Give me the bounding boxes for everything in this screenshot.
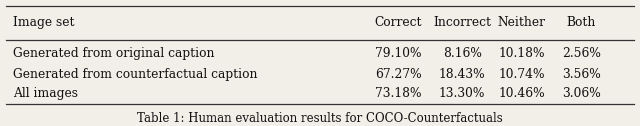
Text: Image set: Image set bbox=[13, 15, 74, 29]
Text: Both: Both bbox=[566, 15, 596, 29]
Text: 10.18%: 10.18% bbox=[499, 47, 545, 60]
Text: 10.74%: 10.74% bbox=[499, 68, 545, 81]
Text: Incorrect: Incorrect bbox=[433, 15, 491, 29]
Text: 8.16%: 8.16% bbox=[443, 47, 481, 60]
Text: Table 1: Human evaluation results for COCO-Counterfactuals: Table 1: Human evaluation results for CO… bbox=[137, 112, 503, 125]
Text: 2.56%: 2.56% bbox=[562, 47, 600, 60]
Text: 3.06%: 3.06% bbox=[562, 87, 600, 100]
Text: 18.43%: 18.43% bbox=[439, 68, 485, 81]
Text: Correct: Correct bbox=[374, 15, 422, 29]
Text: All images: All images bbox=[13, 87, 78, 100]
Text: Neither: Neither bbox=[497, 15, 545, 29]
Text: 10.46%: 10.46% bbox=[499, 87, 545, 100]
Text: 13.30%: 13.30% bbox=[439, 87, 485, 100]
Text: Generated from counterfactual caption: Generated from counterfactual caption bbox=[13, 68, 257, 81]
Text: 67.27%: 67.27% bbox=[375, 68, 421, 81]
Text: 79.10%: 79.10% bbox=[375, 47, 421, 60]
Text: 73.18%: 73.18% bbox=[375, 87, 421, 100]
Text: Generated from original caption: Generated from original caption bbox=[13, 47, 214, 60]
Text: 3.56%: 3.56% bbox=[562, 68, 600, 81]
